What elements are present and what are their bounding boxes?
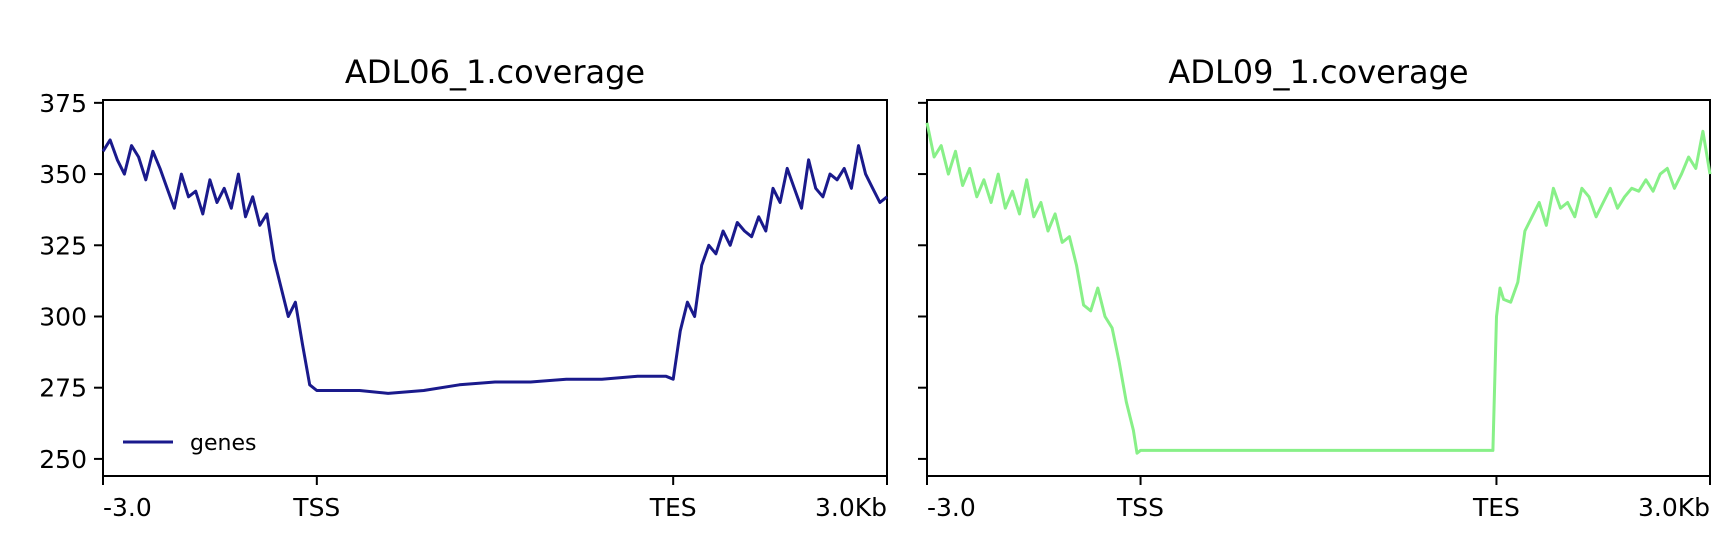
x-tick-label: TSS — [292, 493, 340, 522]
chart-title-adl09: ADL09_1.coverage — [1168, 53, 1468, 91]
legend: genes — [123, 431, 256, 456]
x-tick-label: 3.0Kb — [1638, 493, 1710, 522]
y-tick-label: 325 — [39, 231, 87, 260]
plot-frame-adl09 — [926, 99, 1711, 477]
y-axis-adl09 — [918, 101, 927, 460]
y-axis-adl06: 250 275 300 325 350 375 — [39, 89, 103, 474]
x-tick-label: TES — [1472, 493, 1520, 522]
plot-frame-adl06 — [102, 99, 888, 477]
x-tick-label: 3.0Kb — [815, 493, 887, 522]
x-axis-adl09: -3.0 TSS TES 3.0Kb — [926, 476, 1711, 522]
y-tick-label: 300 — [39, 302, 87, 331]
series-line-genes — [101, 138, 888, 395]
y-tick-label: 375 — [39, 89, 87, 118]
x-tick-label: TES — [649, 493, 697, 522]
chart-title-adl06: ADL06_1.coverage — [345, 53, 645, 91]
x-tick-label: -3.0 — [927, 493, 976, 522]
x-tick-label: -3.0 — [103, 493, 152, 522]
y-tick-label: 275 — [39, 374, 87, 403]
panel-adl09: ADL09_1.coverage -3.0 TSS TES 3.0Kb — [918, 53, 1712, 522]
panel-adl06: ADL06_1.coverage 250 275 300 325 350 375 -3.0… — [39, 53, 888, 522]
x-tick-label: TSS — [1116, 493, 1164, 522]
y-tick-label: 350 — [39, 160, 87, 189]
y-tick-label: 250 — [39, 445, 87, 474]
x-axis-adl06: -3.0 TSS TES 3.0Kb — [102, 476, 888, 522]
series-line-adl09 — [925, 122, 1712, 455]
legend-label-genes: genes — [190, 431, 256, 456]
